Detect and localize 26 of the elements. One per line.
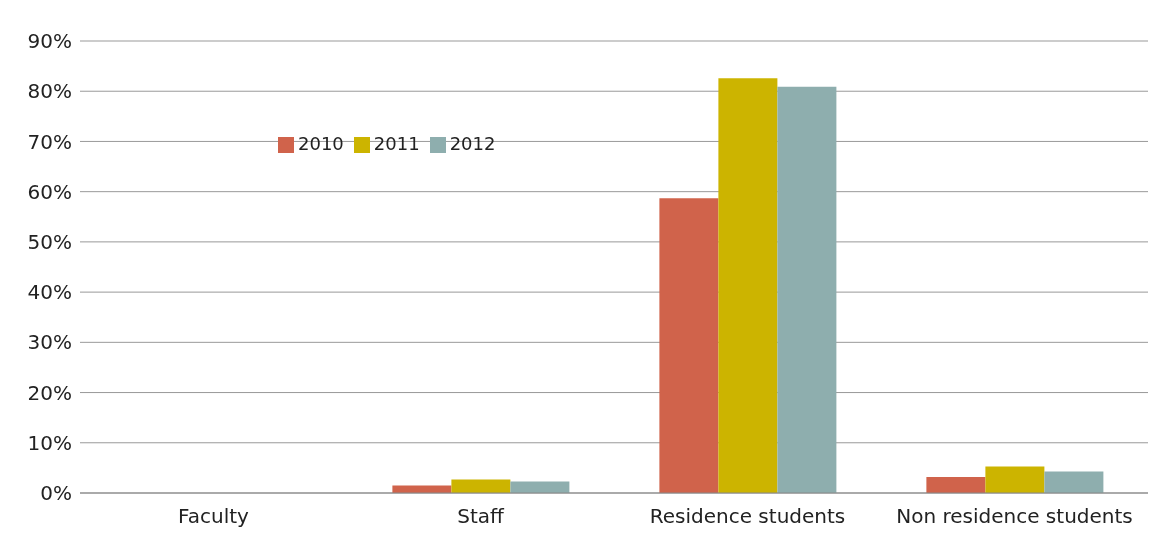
bar	[718, 78, 778, 493]
y-tick-label: 40%	[27, 280, 72, 305]
bar	[392, 485, 452, 493]
y-tick-label: 90%	[27, 29, 72, 54]
x-tick-label: Faculty	[178, 504, 250, 529]
bar	[985, 466, 1045, 493]
legend-label: 2012	[449, 133, 496, 154]
y-tick-label: 10%	[27, 430, 72, 455]
y-tick-label: 60%	[27, 179, 72, 204]
y-tick-label: 70%	[27, 129, 72, 154]
y-tick-label: 30%	[27, 330, 72, 355]
bar	[1044, 471, 1104, 493]
bar	[659, 198, 719, 493]
y-tick-label: 20%	[27, 380, 72, 405]
x-tick-label: Residence students	[649, 504, 846, 529]
bar	[451, 479, 511, 493]
bar	[926, 476, 986, 493]
legend-label: 2011	[373, 133, 420, 154]
x-tick-label: Non residence students	[896, 504, 1133, 529]
y-tick-label: 80%	[27, 79, 72, 104]
legend-label: 2010	[298, 133, 344, 154]
y-tick-label: 0%	[40, 481, 72, 506]
y-tick-label: 50%	[27, 229, 72, 254]
bar	[777, 86, 837, 493]
bar	[510, 481, 570, 493]
x-tick-label: Staff	[457, 504, 505, 529]
